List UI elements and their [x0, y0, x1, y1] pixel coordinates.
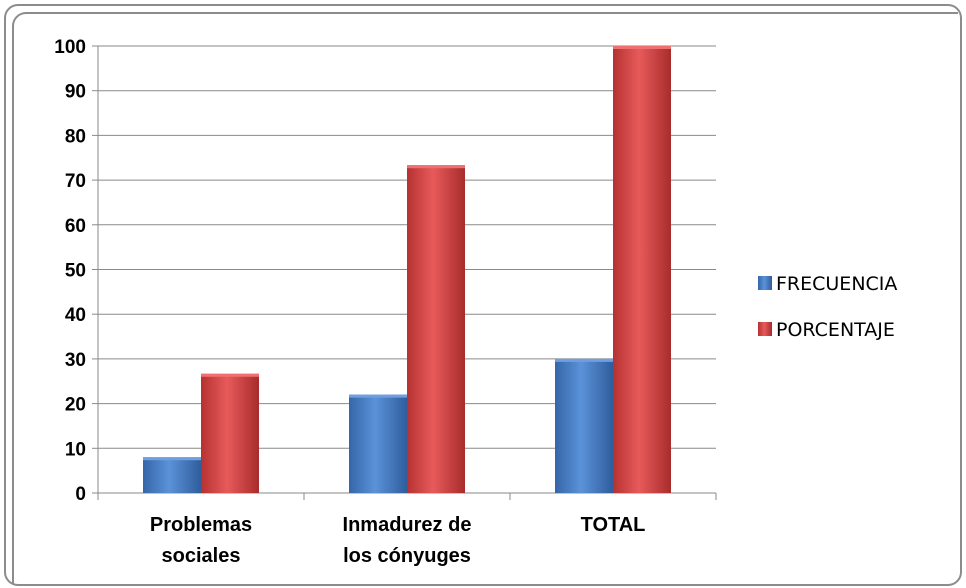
y-tick-label: 80	[65, 126, 86, 147]
legend-label-porcentaje: PORCENTAJE	[776, 319, 895, 341]
y-tick-label: 0	[75, 484, 86, 505]
x-category-label: Problemas	[150, 514, 252, 536]
legend-label-frecuencia: FRECUENCIA	[776, 273, 897, 295]
bar-cap	[143, 457, 201, 461]
legend-swatch-porcentaje	[758, 322, 772, 336]
chart-frame-inner	[12, 12, 958, 584]
bar-porcentaje-0	[201, 373, 259, 493]
y-tick-label: 100	[54, 37, 86, 58]
bar-frecuencia-1	[349, 394, 407, 493]
x-category-label: TOTAL	[581, 514, 646, 536]
labels: 0 10 20 30 40 50 60 70 80 90 100 Problemas sociales I…	[54, 37, 645, 567]
legend-swatch-frecuencia	[758, 276, 772, 290]
bar-cap	[349, 394, 407, 398]
y-tick-label: 10	[65, 439, 86, 460]
bar-cap	[407, 165, 465, 169]
bars	[143, 46, 671, 493]
bar-cap	[201, 373, 259, 377]
x-category-label: sociales	[162, 545, 241, 567]
x-category-label: Inmadurez de	[343, 514, 472, 536]
y-tick-label: 90	[65, 82, 86, 103]
bar-porcentaje-2	[613, 46, 671, 493]
y-tick-label: 60	[65, 216, 86, 237]
bar-cap	[613, 46, 671, 49]
y-tick-label: 20	[65, 395, 86, 416]
bar-frecuencia-0	[143, 457, 201, 493]
bar-cap	[555, 358, 613, 362]
legend: FRECUENCIA PORCENTAJE	[758, 273, 897, 341]
x-category-label: los cónyuges	[343, 545, 471, 567]
y-tick-label: 40	[65, 305, 86, 326]
y-tick-label: 50	[65, 261, 86, 282]
bar-porcentaje-1	[407, 165, 465, 493]
y-tick-label: 30	[65, 350, 86, 371]
bar-frecuencia-2	[555, 358, 613, 493]
y-tick-label: 70	[65, 171, 86, 192]
